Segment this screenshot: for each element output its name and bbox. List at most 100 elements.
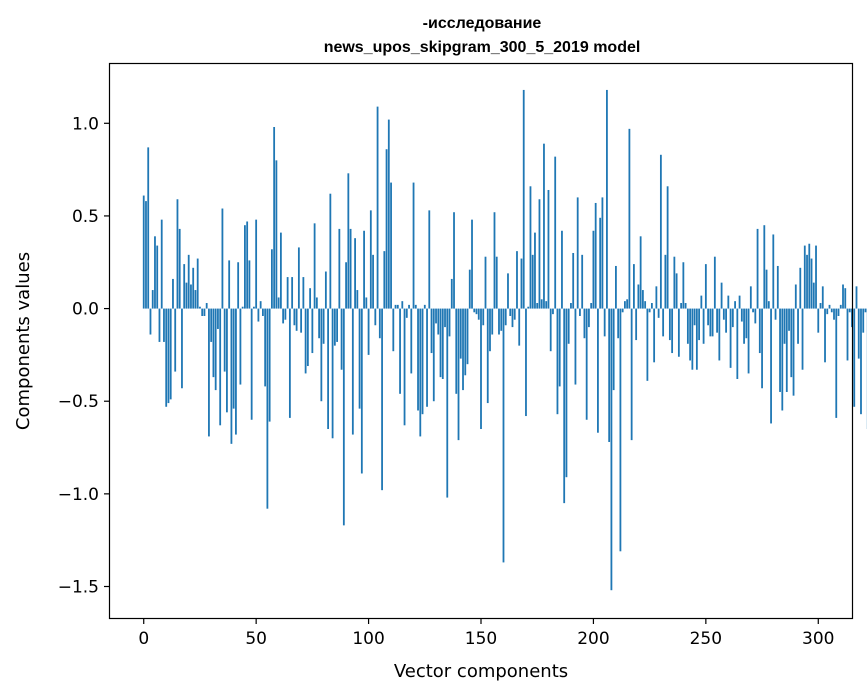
bar (430, 308, 433, 354)
bar (439, 308, 442, 378)
bar (828, 304, 831, 309)
bar (619, 308, 622, 552)
bar (581, 254, 584, 309)
bar (608, 308, 611, 442)
bar (815, 245, 817, 309)
bar (315, 297, 318, 309)
bar (718, 308, 721, 361)
bar (752, 308, 754, 313)
bar (540, 299, 543, 309)
bar (835, 308, 838, 418)
bar (590, 303, 593, 309)
bar (262, 308, 264, 316)
bar (369, 210, 372, 309)
bar (552, 308, 554, 315)
bar (686, 308, 689, 344)
bar (745, 308, 748, 339)
bar (142, 195, 145, 309)
bar (842, 284, 844, 309)
bar (253, 306, 255, 309)
bar (722, 308, 725, 320)
bar (653, 308, 656, 363)
bar (720, 282, 723, 309)
bar (846, 308, 849, 361)
bar (237, 262, 240, 309)
bar (592, 230, 595, 309)
bar (502, 308, 505, 563)
bar (297, 247, 300, 309)
bar (419, 308, 422, 437)
bar (250, 308, 253, 420)
bar (633, 264, 635, 309)
bar (201, 308, 204, 316)
bar (826, 308, 829, 315)
bar (518, 308, 521, 346)
bar (516, 251, 518, 309)
bar (558, 308, 561, 387)
bar (154, 236, 156, 309)
bar (169, 308, 172, 400)
bar (500, 308, 503, 331)
bar (601, 197, 604, 309)
bar (408, 304, 410, 309)
bar (799, 267, 802, 309)
bar (736, 308, 739, 379)
bar (279, 232, 282, 309)
bar (241, 306, 244, 309)
bar (792, 308, 795, 396)
bar (275, 160, 278, 309)
bar (839, 304, 842, 309)
y-tick-label: −0.5 (58, 392, 99, 412)
bar (567, 308, 570, 344)
bar (693, 308, 696, 326)
bar (756, 228, 759, 309)
bar (801, 308, 804, 370)
bar (603, 308, 606, 337)
bar (318, 308, 321, 339)
bar (599, 217, 602, 309)
bar (174, 308, 177, 372)
bar (311, 308, 314, 354)
bar (648, 308, 651, 313)
bar (522, 89, 525, 309)
bar (363, 230, 365, 309)
bar (579, 308, 581, 316)
bar (781, 308, 784, 411)
bar (785, 308, 788, 392)
bar (534, 232, 536, 309)
bar (655, 286, 658, 309)
bar (288, 308, 291, 418)
bar (507, 273, 509, 309)
bar (239, 308, 242, 385)
bar (381, 308, 383, 491)
y-axis-label: Components values (13, 252, 34, 430)
bar (291, 277, 294, 309)
bar (455, 308, 458, 394)
bar (725, 308, 727, 333)
chart-title: -исследование news_upos_skipgram_300_5_2… (324, 15, 641, 56)
bar (617, 308, 620, 339)
bar (621, 308, 624, 313)
bar (635, 308, 638, 341)
bar (700, 295, 703, 309)
bar (457, 308, 460, 441)
bar (716, 308, 718, 333)
bar (657, 308, 660, 318)
bar (156, 245, 159, 309)
bar (698, 308, 700, 341)
bar (300, 308, 303, 333)
bar (403, 308, 406, 426)
bar (480, 308, 482, 430)
bar (412, 182, 415, 309)
bar (181, 308, 183, 389)
bar (284, 308, 287, 320)
bar (446, 308, 449, 498)
bar (576, 197, 579, 309)
bar (295, 308, 298, 331)
bar (185, 282, 188, 309)
bar (426, 308, 428, 407)
bar (671, 308, 674, 354)
bar (212, 308, 215, 378)
bar (322, 308, 325, 344)
bar (673, 256, 676, 309)
